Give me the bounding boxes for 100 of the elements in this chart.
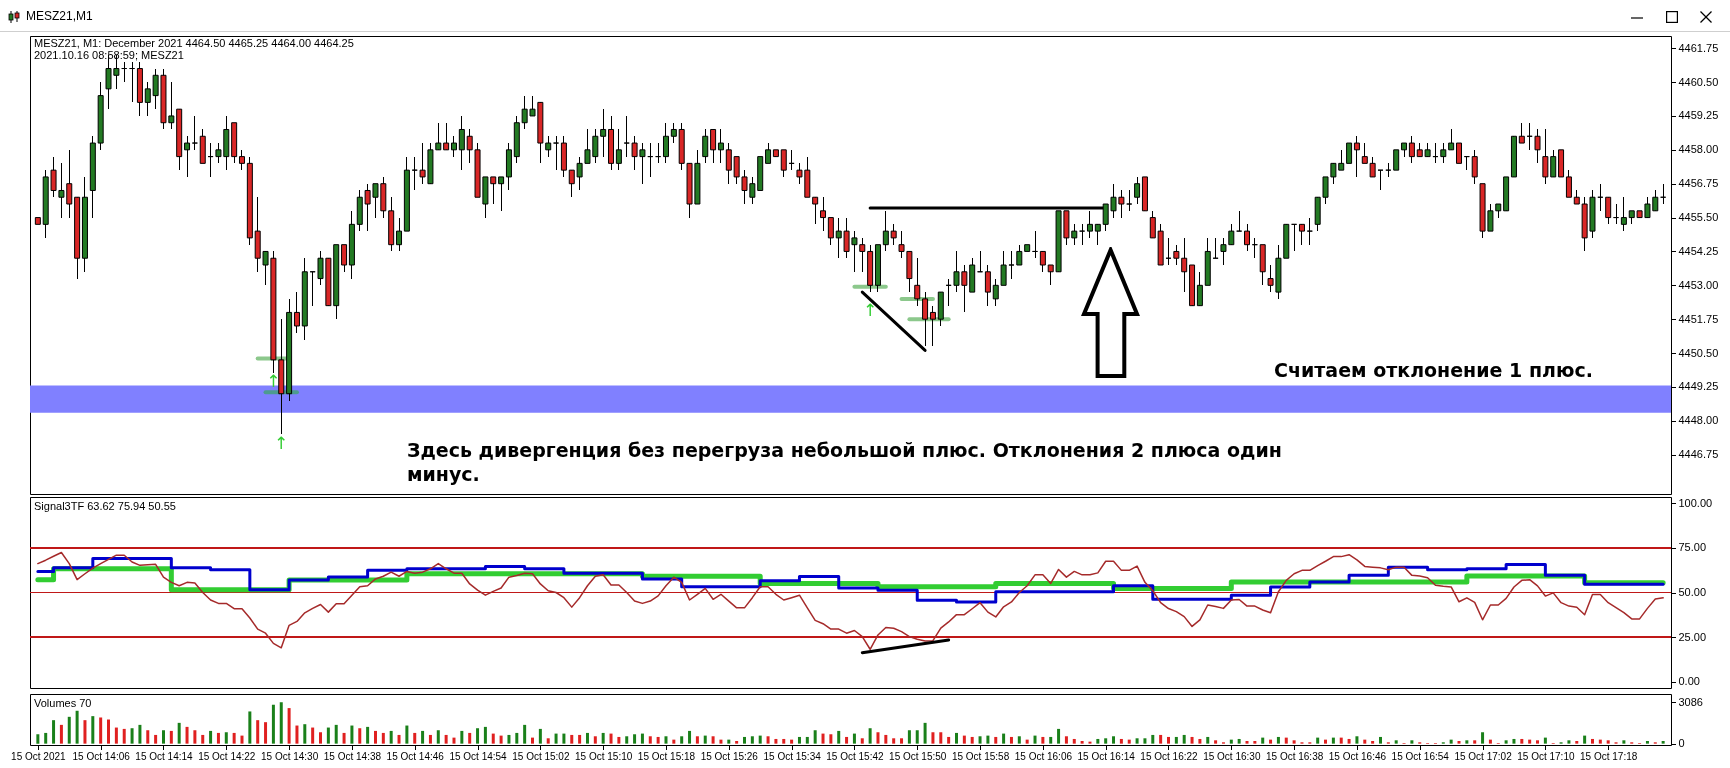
y-tick-label: 25.00: [1678, 630, 1707, 643]
bar: [640, 733, 644, 744]
bar: [319, 732, 323, 744]
bar: [593, 736, 597, 744]
bar: [609, 733, 613, 744]
bar: [680, 736, 684, 744]
bar: [523, 724, 527, 744]
y-tick-label: 4455.50: [1678, 211, 1719, 224]
candlestick: [458, 115, 465, 171]
candlestick: [615, 129, 622, 171]
bar: [334, 724, 338, 744]
bar: [1622, 740, 1626, 744]
bar: [931, 732, 935, 744]
bar: [1520, 738, 1524, 744]
bar: [617, 736, 621, 744]
candlestick: [1605, 196, 1612, 225]
candlestick: [780, 149, 787, 178]
bar: [947, 736, 951, 744]
bar: [538, 728, 542, 744]
bar: [868, 728, 872, 744]
annotation: ↑: [266, 371, 281, 391]
bar: [750, 736, 754, 744]
candlestick: [1173, 244, 1180, 266]
bar: [1057, 728, 1061, 744]
y-tick-label: 0.00: [1678, 675, 1700, 688]
bar: [185, 726, 189, 744]
bar: [146, 730, 150, 744]
bar: [389, 730, 393, 744]
x-tick-label: 15 Oct 14:38: [323, 750, 382, 762]
bar: [695, 736, 699, 744]
candlestick: [929, 305, 936, 347]
bar: [413, 732, 417, 744]
candlestick: [1565, 169, 1572, 198]
y-tick-label: 4448.00: [1678, 414, 1719, 427]
annotation: Считаем отклонение 1 плюс.: [1274, 358, 1593, 382]
bar: [1143, 738, 1147, 744]
x-tick-label: 15 Oct 2021: [11, 750, 67, 762]
y-tick-label: 0: [1678, 737, 1685, 750]
bar: [1269, 739, 1273, 744]
x-tick-label: 15 Oct 16:06: [1014, 750, 1073, 762]
candlestick: [1094, 223, 1101, 246]
bar: [468, 732, 472, 744]
y-tick-label: 100.00: [1678, 496, 1713, 509]
y-tick-label: 4458.00: [1678, 143, 1719, 156]
bar: [177, 722, 181, 744]
bar: [75, 710, 79, 744]
candlestick: [1016, 244, 1023, 266]
bar: [735, 740, 739, 744]
bar: [711, 736, 715, 744]
bar: [1543, 737, 1547, 744]
bar: [287, 708, 291, 744]
bar: [193, 730, 197, 744]
candlestick: [1236, 210, 1243, 232]
candlestick: [1408, 135, 1415, 164]
bar: [1645, 740, 1649, 744]
bar: [852, 733, 856, 744]
bar: [83, 720, 87, 744]
bar: [703, 735, 707, 744]
bar: [585, 732, 589, 744]
bar: [1198, 738, 1202, 744]
bar: [1481, 732, 1485, 744]
bar: [1536, 740, 1540, 744]
bar: [1237, 738, 1241, 744]
bar: [67, 716, 71, 744]
bar: [1378, 736, 1382, 744]
candlestick: [702, 129, 709, 164]
bar: [1512, 738, 1516, 744]
bar: [122, 728, 126, 744]
bar: [892, 738, 896, 744]
bar: [845, 736, 849, 744]
bar: [900, 738, 904, 744]
bar: [1033, 735, 1037, 744]
bar: [99, 717, 103, 744]
bar: [1088, 741, 1092, 744]
bar: [1151, 734, 1155, 744]
candlestick: [623, 115, 630, 158]
candlestick: [341, 244, 348, 273]
x-tick-label: 15 Oct 14:54: [449, 750, 508, 762]
bar: [782, 738, 786, 744]
candlestick: [411, 156, 418, 191]
y-tick-label: 4451.75: [1678, 312, 1719, 325]
candlestick: [1039, 250, 1046, 273]
bar: [758, 735, 762, 744]
bar: [719, 739, 723, 744]
bar: [986, 735, 990, 744]
bar: [161, 730, 165, 744]
bar: [656, 736, 660, 744]
bar: [216, 732, 220, 744]
bar: [562, 733, 566, 744]
bar: [1064, 736, 1068, 744]
bar: [907, 730, 911, 744]
bar: [491, 733, 495, 744]
chart-title: MESZ21,M1: [26, 9, 93, 23]
bar: [915, 730, 919, 744]
y-tick-label: 50.00: [1678, 586, 1707, 598]
bar: [279, 702, 283, 744]
bar: [1206, 736, 1210, 744]
bar: [884, 734, 888, 744]
candlestick: [1440, 142, 1447, 164]
bar: [570, 734, 574, 744]
